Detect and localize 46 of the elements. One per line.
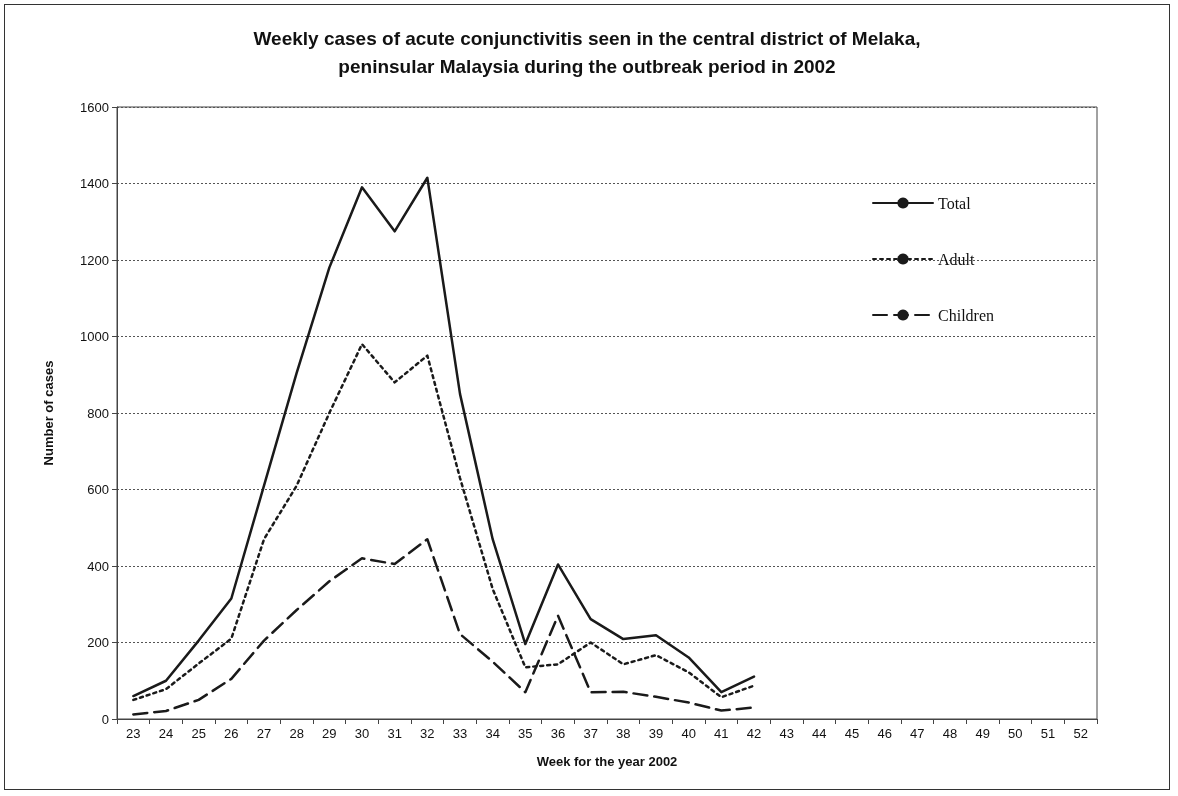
x-tick-label: 37 (583, 726, 598, 741)
legend-label: Adult (938, 250, 976, 268)
x-tick-label: 50 (1008, 726, 1023, 741)
y-tick-label: 0 (101, 711, 109, 727)
x-tick-label: 32 (420, 726, 435, 741)
y-tick-label: 400 (87, 558, 109, 574)
x-tick-label: 24 (158, 726, 174, 741)
x-tick-label: 45 (844, 726, 860, 741)
x-tick-label: 29 (322, 726, 337, 741)
x-tick-label: 36 (550, 726, 566, 741)
chart-title: Weekly cases of acute conjunctivitis seen in the central district of Melaka, peninsular Malaysia during the outbreak period in 2002 (253, 27, 921, 77)
x-tick-label: 51 (1040, 726, 1056, 741)
x-tick-label: 38 (616, 726, 631, 741)
x-tick-label: 44 (812, 726, 827, 741)
x-tick-label: 52 (1073, 726, 1088, 741)
x-tick-label: 23 (126, 726, 141, 741)
y-tick-label: 1000 (80, 329, 109, 344)
x-tick-label: 42 (746, 726, 762, 741)
x-tick-label: 46 (877, 726, 892, 741)
y-tick-label: 1600 (80, 99, 109, 115)
legend-label: Children (938, 306, 995, 324)
y-tick-label: 1400 (80, 176, 109, 191)
x-tick-label: 26 (224, 726, 239, 741)
x-tick-label: 49 (975, 726, 990, 741)
y-tick-label: 800 (87, 405, 109, 421)
y-axis-title: Number of cases (41, 360, 56, 466)
legend-label: Total (938, 194, 972, 212)
y-tick-label: 1200 (80, 252, 109, 268)
x-tick-label: 43 (779, 726, 794, 741)
x-tick-label: 34 (485, 726, 500, 741)
x-tick-label: 31 (387, 726, 402, 741)
x-tick-label: 47 (910, 726, 925, 741)
x-tick-label: 25 (191, 726, 206, 741)
x-tick-label: 39 (648, 726, 664, 741)
x-tick-label: 28 (289, 726, 304, 741)
x-tick-label: 30 (354, 726, 370, 741)
x-tick-label: 35 (518, 726, 533, 741)
y-tick-label: 600 (87, 482, 109, 497)
x-tick-label: 33 (452, 726, 468, 741)
x-axis-title: Week for the year 2002 (536, 754, 678, 769)
line-series (132, 176, 756, 698)
x-tick-label: 41 (714, 726, 729, 741)
x-tick-label: 40 (681, 726, 696, 741)
x-tick-label: 27 (256, 726, 272, 741)
x-tick-label: 48 (942, 726, 958, 741)
y-tick-label: 200 (87, 635, 109, 650)
